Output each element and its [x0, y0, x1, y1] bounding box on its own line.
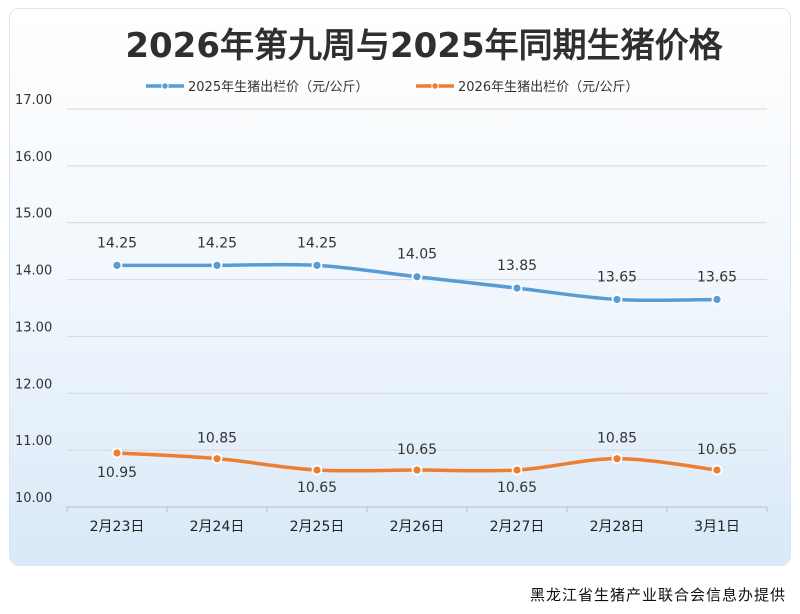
series-1-data-label-0: 10.95: [97, 465, 137, 481]
x-tick-label-4: 2月27日: [490, 519, 545, 535]
series-0-data-label-0: 14.25: [97, 235, 137, 251]
chart-title: 2026年第九周与2025年同期生猪价格: [125, 26, 723, 66]
x-tick-label-3: 2月26日: [390, 519, 445, 535]
series-1-point-3: [411, 464, 423, 476]
series-0-point-4: [511, 282, 523, 294]
series-1-data-label-2: 10.65: [297, 480, 337, 496]
x-tick-label-2: 2月25日: [290, 519, 345, 535]
chart-card: 2026年第九周与2025年同期生猪价格 2025年生猪出栏价（元/公斤） 202…: [9, 8, 791, 566]
y-tick-label-7: 17.00: [15, 93, 52, 108]
legend-marker-0: [161, 82, 169, 90]
series-0-data-label-1: 14.25: [197, 235, 237, 251]
series-0-data-label-2: 14.25: [297, 235, 337, 251]
series-0-point-3: [411, 271, 423, 283]
series-1-point-1: [211, 453, 223, 465]
series-1-data-label-5: 10.85: [597, 431, 637, 447]
series-1-point-5: [611, 453, 623, 465]
y-tick-label-6: 16.00: [15, 150, 52, 165]
series-1-point-4: [511, 464, 523, 476]
series-1-point-2: [311, 464, 323, 476]
chart-svg: 2026年第九周与2025年同期生猪价格 2025年生猪出栏价（元/公斤） 202…: [15, 26, 768, 535]
legend-label-0: 2025年生猪出栏价（元/公斤）: [188, 80, 368, 95]
y-tick-label-2: 12.00: [15, 377, 52, 392]
series-0-data-label-5: 13.65: [597, 269, 637, 285]
series-1-point-6: [711, 464, 723, 476]
series-1-data-label-4: 10.65: [497, 480, 537, 496]
series-0-data-label-3: 14.05: [397, 247, 437, 263]
x-tick-label-0: 2月23日: [90, 519, 145, 535]
y-tick-label-5: 15.00: [15, 207, 52, 222]
series-0-data-label-4: 13.85: [497, 258, 537, 274]
series-0-point-5: [611, 294, 623, 305]
series-1-data-label-1: 10.85: [197, 431, 237, 447]
series-1-point-0: [111, 447, 123, 459]
x-tick-label-5: 2月28日: [590, 519, 645, 535]
x-tick-label-1: 2月24日: [190, 519, 245, 535]
series-0-point-6: [711, 294, 723, 305]
series-1-data-label-3: 10.65: [397, 442, 437, 458]
series-0-point-0: [111, 259, 123, 271]
x-tick-label-6: 3月1日: [694, 519, 740, 535]
legend-marker-1: [431, 82, 439, 90]
series-layer: [111, 259, 723, 476]
y-tick-label-3: 13.00: [15, 320, 52, 335]
y-tick-label-1: 11.00: [15, 434, 52, 449]
label-layer: 14.25 14.25 14.25 14.05 13.85 13.65 13.65 10.95…: [97, 235, 737, 496]
series-0-point-1: [211, 259, 223, 271]
series-1-data-label-6: 10.65: [697, 442, 737, 458]
y-tick-label-4: 14.00: [15, 264, 52, 279]
axis-layer: 10.00 11.00 12.00 13.00 14.00 15.00 16.00 17.00…: [15, 93, 768, 535]
source-credit: 黑龙江省生猪产业联合会信息办提供: [529, 586, 786, 604]
legend-label-1: 2026年生猪出栏价（元/公斤）: [458, 80, 638, 95]
series-0-data-label-6: 13.65: [697, 269, 737, 285]
legend: 2025年生猪出栏价（元/公斤） 2026年生猪出栏价（元/公斤）: [146, 80, 638, 95]
y-tick-label-0: 10.00: [15, 491, 52, 506]
series-0-point-2: [311, 259, 323, 271]
